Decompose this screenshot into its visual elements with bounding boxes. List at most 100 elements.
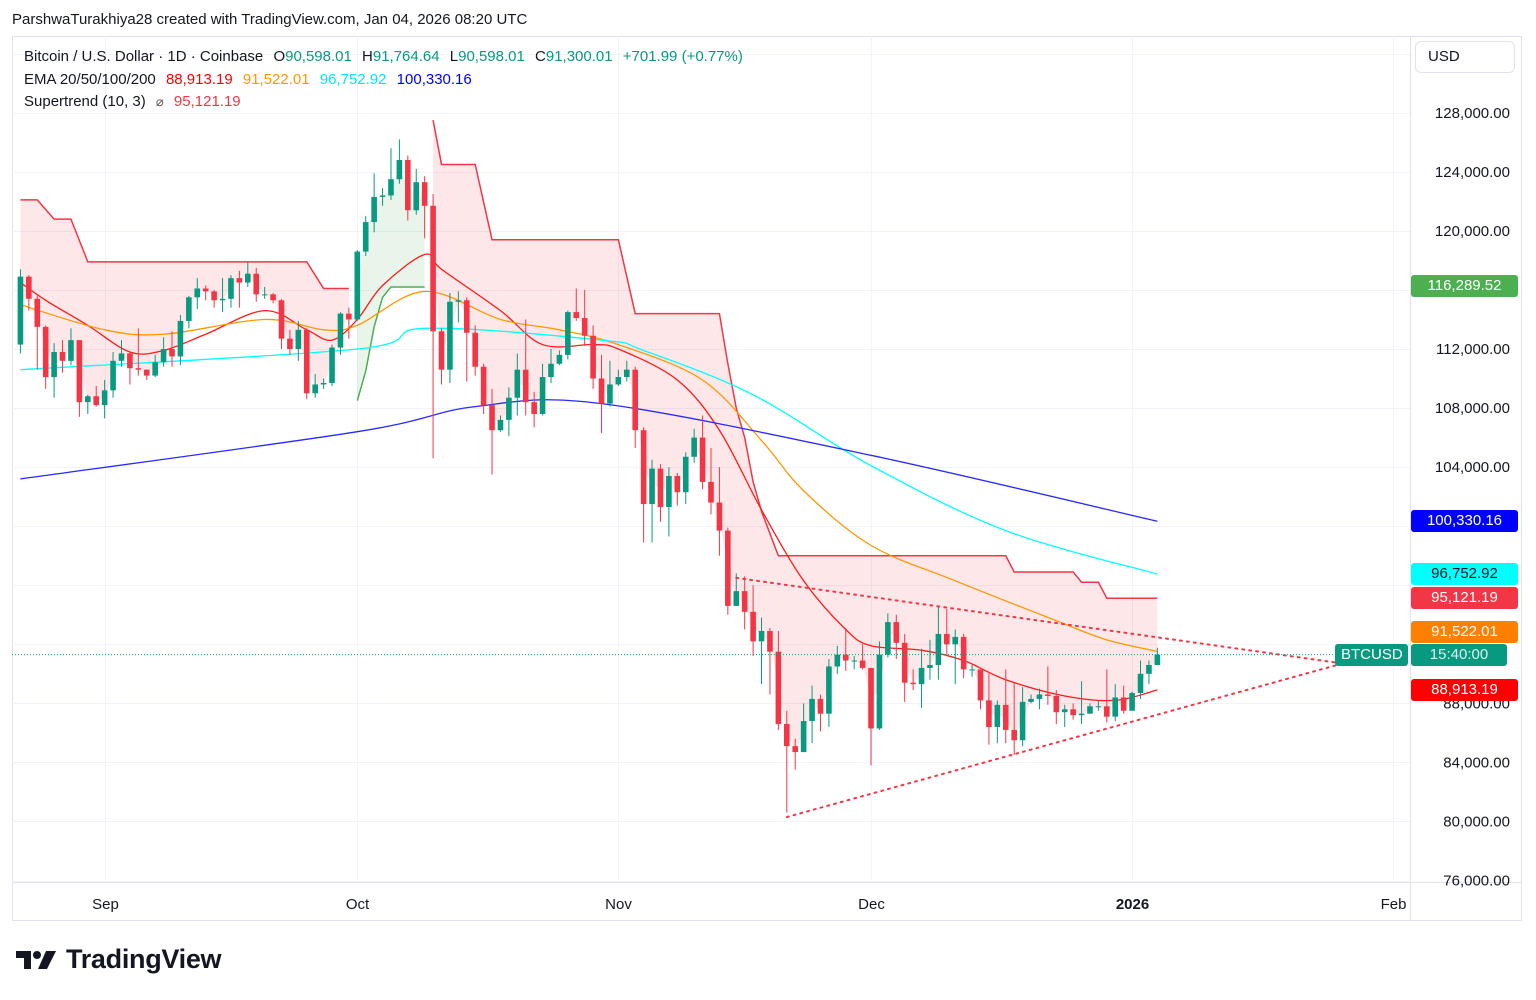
candle[interactable] xyxy=(287,329,293,355)
candle[interactable] xyxy=(649,459,655,543)
candle[interactable] xyxy=(480,363,487,414)
candle[interactable] xyxy=(472,325,478,376)
candle[interactable] xyxy=(666,467,672,537)
candle[interactable] xyxy=(1120,685,1127,714)
candle[interactable] xyxy=(202,285,209,301)
candle[interactable] xyxy=(607,360,613,407)
candle[interactable] xyxy=(716,467,723,556)
candle[interactable] xyxy=(68,328,74,366)
candle[interactable] xyxy=(34,295,41,370)
candle[interactable] xyxy=(59,340,66,373)
candle[interactable] xyxy=(245,261,251,287)
candle[interactable] xyxy=(1036,688,1043,710)
candle[interactable] xyxy=(1095,700,1102,711)
candle[interactable] xyxy=(1112,684,1119,722)
candle[interactable] xyxy=(640,427,647,543)
candle[interactable] xyxy=(876,641,883,730)
candle[interactable] xyxy=(994,700,1001,744)
candle[interactable] xyxy=(632,366,639,448)
candle[interactable] xyxy=(42,325,49,389)
candle[interactable] xyxy=(261,286,268,299)
candle[interactable] xyxy=(497,415,504,432)
tradingview-logo[interactable]: TradingView xyxy=(16,944,222,975)
candle[interactable] xyxy=(388,148,394,200)
candle[interactable] xyxy=(421,176,428,239)
candle[interactable] xyxy=(177,315,184,366)
candle[interactable] xyxy=(809,685,815,744)
candle[interactable] xyxy=(851,656,857,670)
candle[interactable] xyxy=(295,320,302,361)
ema20-line[interactable] xyxy=(20,253,1158,702)
candle[interactable] xyxy=(152,354,158,378)
candle[interactable] xyxy=(1146,660,1152,685)
candle[interactable] xyxy=(548,349,554,383)
candle[interactable] xyxy=(127,351,133,385)
candle[interactable] xyxy=(143,369,150,381)
currency-button[interactable]: USD xyxy=(1415,41,1515,73)
hidden-status-icon[interactable]: ⌀ xyxy=(155,94,164,109)
candle[interactable] xyxy=(615,369,622,386)
candle[interactable] xyxy=(775,631,782,730)
candle[interactable] xyxy=(26,275,32,311)
candle[interactable] xyxy=(910,669,916,691)
candle[interactable] xyxy=(960,633,967,679)
candle[interactable] xyxy=(834,645,841,674)
candle[interactable] xyxy=(93,385,100,407)
candle[interactable] xyxy=(885,613,891,658)
candle[interactable] xyxy=(581,289,588,347)
candle[interactable] xyxy=(708,447,714,515)
candle[interactable] xyxy=(506,387,512,437)
candle[interactable] xyxy=(17,269,24,354)
candle[interactable] xyxy=(1070,703,1076,720)
supertrend-up-line[interactable] xyxy=(356,286,425,401)
candle[interactable] xyxy=(842,628,849,671)
candle[interactable] xyxy=(893,614,900,660)
candle[interactable] xyxy=(1129,691,1135,711)
candle[interactable] xyxy=(758,617,765,685)
candle[interactable] xyxy=(1104,669,1110,723)
candle[interactable] xyxy=(1061,704,1068,727)
candle[interactable] xyxy=(337,312,344,355)
candle[interactable] xyxy=(986,673,992,745)
candle[interactable] xyxy=(691,428,697,463)
candle[interactable] xyxy=(270,292,276,304)
candle[interactable] xyxy=(1028,694,1034,704)
candle[interactable] xyxy=(396,139,403,184)
candle[interactable] xyxy=(76,340,83,417)
candle[interactable] xyxy=(1154,647,1161,665)
candle[interactable] xyxy=(354,250,361,321)
candle[interactable] xyxy=(362,216,369,256)
ema-label[interactable]: EMA 20/50/100/200 xyxy=(24,70,156,88)
candle[interactable] xyxy=(438,328,445,385)
candle[interactable] xyxy=(952,629,959,685)
candle[interactable] xyxy=(539,363,546,416)
candle[interactable] xyxy=(1002,669,1009,744)
legend-supertrend-row[interactable]: Supertrend (10, 3) ⌀ 95,121.19 xyxy=(24,91,743,114)
candle[interactable] xyxy=(169,331,175,367)
candle[interactable] xyxy=(160,337,167,367)
candle[interactable] xyxy=(118,340,125,367)
candle[interactable] xyxy=(927,639,933,680)
candle[interactable] xyxy=(868,667,874,766)
candle[interactable] xyxy=(792,738,799,770)
candle[interactable] xyxy=(320,378,327,389)
candle[interactable] xyxy=(741,576,748,630)
candle[interactable] xyxy=(859,644,866,670)
candle[interactable] xyxy=(514,353,521,416)
candle[interactable] xyxy=(826,659,832,727)
candle[interactable] xyxy=(783,710,790,813)
candle[interactable] xyxy=(598,354,605,434)
candle[interactable] xyxy=(657,464,664,522)
candle[interactable] xyxy=(455,291,462,323)
candle[interactable] xyxy=(194,278,201,310)
candle[interactable] xyxy=(463,297,470,382)
trendline[interactable] xyxy=(785,662,1344,819)
candle[interactable] xyxy=(1053,690,1060,725)
supertrend-down-line[interactable] xyxy=(20,199,349,290)
candle[interactable] xyxy=(84,394,91,414)
candle[interactable] xyxy=(556,350,563,366)
candle[interactable] xyxy=(901,633,908,702)
candle[interactable] xyxy=(228,275,234,308)
candle[interactable] xyxy=(817,694,824,732)
